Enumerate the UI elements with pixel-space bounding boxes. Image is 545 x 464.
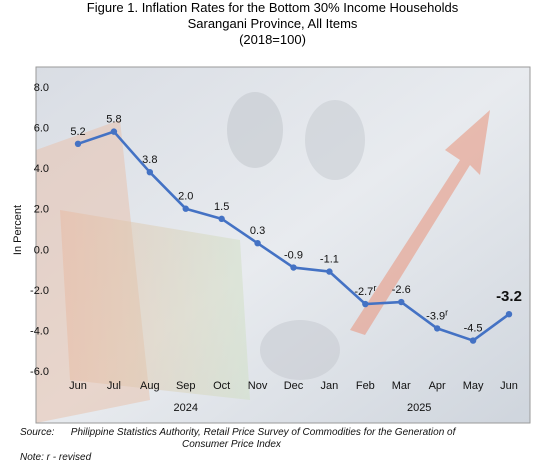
food-decoration bbox=[260, 320, 340, 380]
x-tick-label: Feb bbox=[356, 380, 375, 392]
x-tick-label: Jan bbox=[321, 380, 339, 392]
x-tick-label: Jul bbox=[107, 380, 121, 392]
data-point bbox=[218, 215, 225, 223]
revised-flag: r bbox=[445, 307, 448, 317]
data-point bbox=[469, 337, 477, 344]
data-point bbox=[362, 300, 369, 308]
y-tick-label: 4.0 bbox=[34, 163, 49, 175]
data-label: -1.1 bbox=[320, 254, 339, 266]
data-point bbox=[110, 128, 118, 135]
year-label: 2025 bbox=[407, 402, 431, 414]
data-label: 5.2 bbox=[70, 126, 85, 138]
title-line-3: (2018=100) bbox=[239, 32, 306, 47]
data-label: -2.7r bbox=[354, 283, 376, 298]
data-point bbox=[290, 264, 297, 271]
data-label: 1.5 bbox=[214, 201, 229, 213]
x-tick-label: May bbox=[463, 380, 484, 392]
can-decoration bbox=[227, 92, 283, 168]
data-label: -3.9r bbox=[426, 307, 448, 322]
revised-flag: r bbox=[373, 283, 376, 293]
x-tick-label: Dec bbox=[284, 380, 304, 392]
year-label: 2024 bbox=[174, 402, 198, 414]
x-tick-label: Nov bbox=[248, 380, 268, 392]
arrow-decoration bbox=[350, 110, 490, 335]
y-tick-label: 0.0 bbox=[34, 244, 49, 256]
year-labels: 2024 2025 bbox=[174, 402, 432, 414]
data-point bbox=[182, 205, 189, 212]
title-line-2: Sarangani Province, All Items bbox=[187, 16, 358, 31]
y-axis-title: In Percent bbox=[12, 205, 24, 255]
x-tick-label: Mar bbox=[392, 380, 411, 392]
chart-title: Figure 1. Inflation Rates for the Bottom… bbox=[0, 0, 545, 48]
source-text-line2: Consumer Price Index bbox=[182, 439, 281, 450]
data-point bbox=[74, 140, 82, 147]
y-tick-label: -2.0 bbox=[30, 285, 49, 297]
source-label: Source: bbox=[20, 427, 55, 438]
plot-border bbox=[35, 66, 531, 424]
source-note: Source: Philippine Statistics Authority,… bbox=[20, 427, 510, 451]
x-axis: Jun Jul Aug Sep Oct Nov Dec Jan Feb Mar Apr May Jun bbox=[69, 380, 518, 392]
data-point bbox=[326, 268, 333, 275]
can-decoration bbox=[305, 100, 365, 180]
y-tick-label: 2.0 bbox=[34, 204, 49, 216]
data-label: 5.8 bbox=[106, 114, 121, 126]
y-axis: 8.0 6.0 4.0 2.0 0.0 -2.0 -4.0 -6.0 bbox=[30, 82, 49, 378]
data-label: -3.2 bbox=[496, 288, 522, 305]
revised-note: Note: r - revised bbox=[20, 452, 92, 463]
y-tick-label: -6.0 bbox=[30, 366, 49, 378]
data-labels: 5.2 5.8 3.8 2.0 1.5 0.3 -0.9 -1.1 -2.7r -2.6 -3.9r… bbox=[70, 114, 522, 335]
data-label: -2.6 bbox=[392, 284, 411, 296]
data-label: 2.0 bbox=[178, 191, 193, 203]
source-text-line1: Philippine Statistics Authority, Retail … bbox=[70, 427, 456, 438]
x-tick-label: Apr bbox=[429, 380, 446, 392]
plot-background bbox=[35, 66, 531, 424]
y-tick-label: 8.0 bbox=[34, 82, 49, 94]
data-point bbox=[433, 325, 441, 332]
x-tick-label: Aug bbox=[140, 380, 160, 392]
x-tick-label: Jun bbox=[69, 380, 87, 392]
banknote-decoration bbox=[60, 210, 250, 400]
series-markers bbox=[74, 128, 513, 344]
y-tick-label: -4.0 bbox=[30, 325, 49, 337]
x-tick-label: Sep bbox=[176, 380, 196, 392]
data-point bbox=[398, 298, 405, 306]
data-point bbox=[505, 311, 513, 318]
data-point bbox=[146, 169, 154, 176]
data-point bbox=[254, 240, 261, 247]
x-tick-label: Jun bbox=[500, 380, 518, 392]
y-tick-label: 6.0 bbox=[34, 123, 49, 135]
data-label: 0.3 bbox=[250, 225, 265, 237]
data-label: 3.8 bbox=[142, 154, 157, 166]
x-tick-label: Oct bbox=[213, 380, 230, 392]
data-label: -0.9 bbox=[284, 250, 303, 262]
data-label: -4.5 bbox=[464, 323, 483, 335]
title-line-1: Figure 1. Inflation Rates for the Bottom… bbox=[86, 0, 459, 15]
